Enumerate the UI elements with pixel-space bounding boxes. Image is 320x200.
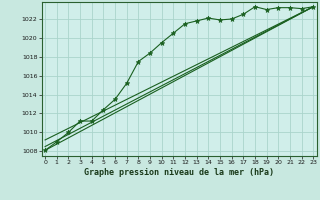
X-axis label: Graphe pression niveau de la mer (hPa): Graphe pression niveau de la mer (hPa) [84,168,274,177]
